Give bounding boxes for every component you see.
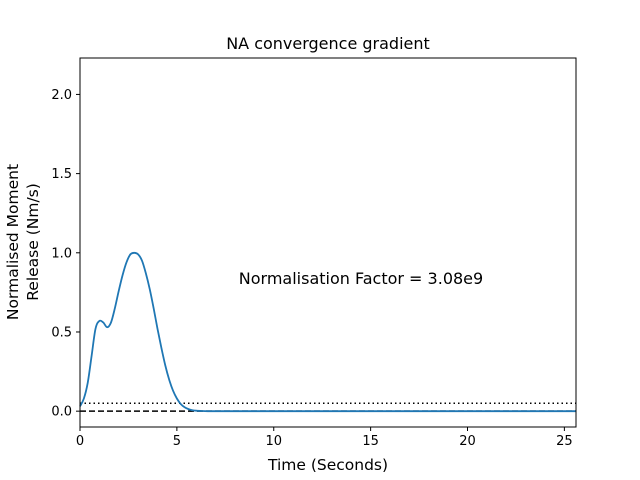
y-axis-label-line-1: Normalised Moment (4, 164, 22, 320)
x-tick-label: 20 (459, 434, 476, 449)
y-axis: 0.0 0.5 1.0 1.5 2.0 (51, 88, 80, 420)
y-tick-label: 0.0 (51, 405, 72, 420)
x-tick-label: 25 (556, 434, 573, 449)
normalisation-annotation: Normalisation Factor = 3.08e9 (239, 269, 483, 288)
reference-lines (80, 402, 576, 412)
x-tick-label: 5 (173, 434, 181, 449)
y-tick-label: 1.5 (51, 167, 72, 182)
y-axis-label-line-2: Release (Nm/s) (24, 183, 42, 301)
plot-frame (79, 57, 577, 428)
y-tick-label: 2.0 (51, 88, 72, 103)
y-tick-label: 1.0 (51, 246, 72, 261)
x-axis: 0 5 10 15 20 25 (76, 427, 573, 449)
chart-title: NA convergence gradient (226, 34, 430, 53)
x-axis-label: Time (Seconds) (267, 456, 388, 474)
y-tick-label: 0.5 (51, 325, 72, 340)
series-group (79, 251, 576, 413)
x-tick-label: 0 (76, 434, 84, 449)
y-axis-label: Normalised Moment Release (Nm/s) (4, 164, 42, 320)
series-line-0 (79, 251, 576, 413)
x-tick-label: 15 (362, 434, 379, 449)
x-tick-label: 10 (265, 434, 282, 449)
